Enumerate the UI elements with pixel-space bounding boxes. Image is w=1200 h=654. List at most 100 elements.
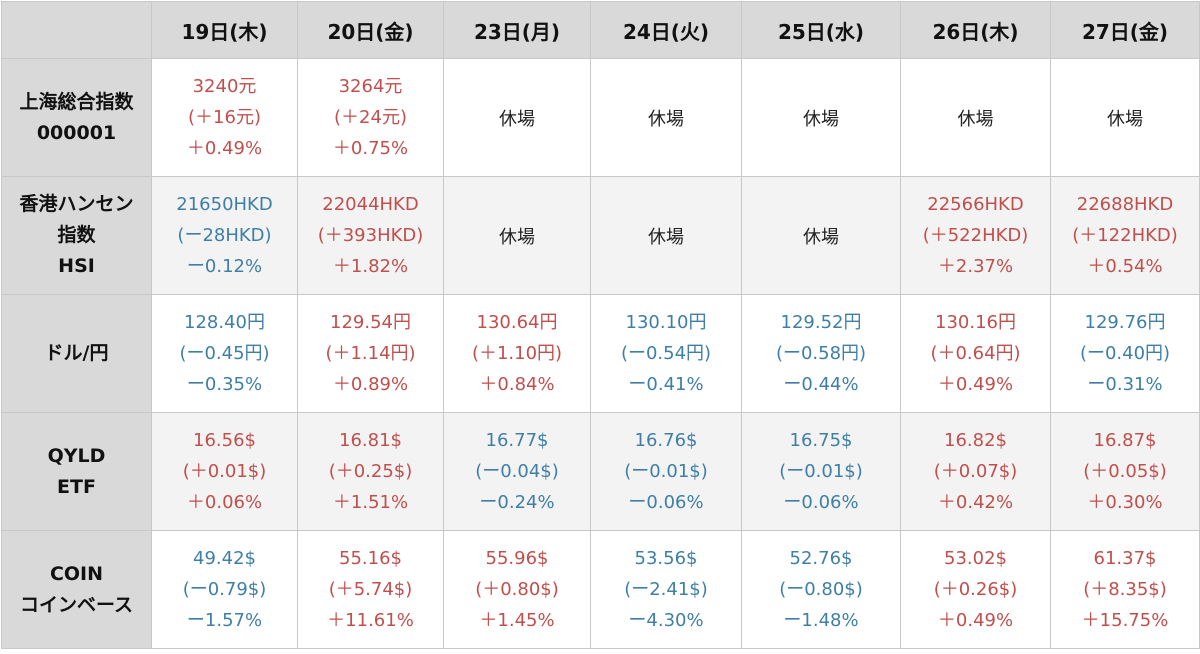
market-closed-label: 休場 xyxy=(499,226,535,248)
row-label-line: COIN xyxy=(49,562,104,585)
column-header: 25日(水) xyxy=(741,1,901,59)
price-change-percent: ＋1.45% xyxy=(479,610,555,631)
price-stack: 129.76円 (ー0.40円) ー0.31% xyxy=(1051,307,1199,400)
market-closed-label: 休場 xyxy=(803,226,839,248)
price-change: (ー0.54円) xyxy=(620,343,712,364)
price-change-percent: ー0.24% xyxy=(479,492,555,513)
price-change-percent: ー0.35% xyxy=(186,374,263,395)
price-change-percent: ＋2.37% xyxy=(937,256,1014,277)
price-change-percent: ＋1.51% xyxy=(332,492,409,513)
table-row: COIN コインベース 49.42$ (ー0.79$) ー1.57% 55.16$ (＋5.… xyxy=(1,530,1200,649)
price-change-percent: ＋0.89% xyxy=(332,374,409,395)
price-change: (＋0.05$) xyxy=(1083,461,1167,482)
price-value: 16.76$ xyxy=(634,430,698,451)
price-cell: 129.76円 (ー0.40円) ー0.31% xyxy=(1050,294,1200,413)
price-change-percent: ー0.06% xyxy=(628,492,704,513)
price-change: (ー2.41$) xyxy=(624,579,708,600)
price-stack: 130.10円 (ー0.54円) ー0.41% xyxy=(591,307,741,400)
price-value: 16.87$ xyxy=(1093,430,1157,451)
price-cell: 22566HKD (＋522HKD) ＋2.37% xyxy=(900,176,1051,295)
price-change: (＋0.80$) xyxy=(475,579,559,600)
price-cell: 53.56$ (ー2.41$) ー4.30% xyxy=(590,530,742,649)
price-stack: 53.02$ (＋0.26$) ＋0.49% xyxy=(901,543,1050,636)
price-value: 22688HKD xyxy=(1076,194,1174,215)
price-stack: 22566HKD (＋522HKD) ＋2.37% xyxy=(901,189,1050,282)
price-value: 16.82$ xyxy=(944,430,1007,451)
price-change: (ー0.40円) xyxy=(1079,343,1171,364)
price-cell: 55.96$ (＋0.80$) ＋1.45% xyxy=(443,530,591,649)
price-cell: 21650HKD (ー28HKD) ー0.12% xyxy=(151,176,298,295)
price-value: 129.76円 xyxy=(1084,312,1166,333)
price-value: 129.54円 xyxy=(330,312,411,333)
price-cell: 16.75$ (ー0.01$) ー0.06% xyxy=(741,412,901,531)
price-cell: 16.87$ (＋0.05$) ＋0.30% xyxy=(1050,412,1200,531)
price-value: 128.40円 xyxy=(184,312,265,333)
price-value: 55.96$ xyxy=(485,548,549,569)
price-value: 22044HKD xyxy=(322,194,419,215)
column-header: 23日(月) xyxy=(443,1,591,59)
price-stack: 22044HKD (＋393HKD) ＋1.82% xyxy=(298,189,443,282)
price-stack: 52.76$ (ー0.80$) ー1.48% xyxy=(742,543,900,636)
price-value: 52.76$ xyxy=(789,548,853,569)
price-value: 16.77$ xyxy=(485,430,549,451)
price-cell: 129.54円 (＋1.14円) ＋0.89% xyxy=(297,294,444,413)
price-value: 16.75$ xyxy=(789,430,853,451)
row-label: 上海総合指数 000001 xyxy=(1,58,152,177)
price-cell: 130.16円 (＋0.64円) ＋0.49% xyxy=(900,294,1051,413)
price-change: (＋16元) xyxy=(188,107,261,128)
price-cell: 52.76$ (ー0.80$) ー1.48% xyxy=(741,530,901,649)
price-value: 49.42$ xyxy=(193,548,256,569)
price-stack: 61.37$ (＋8.35$) ＋15.75% xyxy=(1051,543,1199,636)
price-stack: 16.81$ (＋0.25$) ＋1.51% xyxy=(298,425,443,518)
market-closed-cell: 休場 xyxy=(443,58,591,177)
price-change: (＋0.64円) xyxy=(930,343,1021,364)
row-label-line: ETF xyxy=(57,475,96,498)
price-stack: 16.77$ (ー0.04$) ー0.24% xyxy=(444,425,590,518)
price-value: 129.52円 xyxy=(780,312,862,333)
price-change-percent: ー0.41% xyxy=(628,374,704,395)
price-value: 130.16円 xyxy=(935,312,1016,333)
price-change-percent: ＋0.84% xyxy=(479,374,555,395)
market-closed-cell: 休場 xyxy=(443,176,591,295)
price-stack: 21650HKD (ー28HKD) ー0.12% xyxy=(152,189,297,282)
price-change: (＋522HKD) xyxy=(922,225,1029,246)
price-stack: 16.56$ (＋0.01$) ＋0.06% xyxy=(152,425,297,518)
price-stack: 129.52円 (ー0.58円) ー0.44% xyxy=(742,307,900,400)
row-label-line: 指数 xyxy=(57,224,96,246)
row-label: ドル/円 xyxy=(1,294,152,413)
price-change-percent: ＋1.82% xyxy=(332,256,409,277)
row-label-line: 上海総合指数 xyxy=(19,90,134,113)
row-label-line: QYLD xyxy=(47,444,106,467)
price-cell: 49.42$ (ー0.79$) ー1.57% xyxy=(151,530,298,649)
price-change: (＋122HKD) xyxy=(1072,225,1178,246)
row-label-line: ドル/円 xyxy=(44,342,109,364)
price-change: (＋1.14円) xyxy=(325,343,416,364)
row-label-line: HSI xyxy=(58,255,95,277)
price-change-percent: ー0.06% xyxy=(783,492,859,513)
price-cell: 16.56$ (＋0.01$) ＋0.06% xyxy=(151,412,298,531)
column-header: 24日(火) xyxy=(590,1,742,59)
price-change: (＋0.01$) xyxy=(182,461,267,482)
price-stack: 3264元 (＋24元) ＋0.75% xyxy=(298,71,443,164)
price-cell: 22044HKD (＋393HKD) ＋1.82% xyxy=(297,176,444,295)
price-cell: 22688HKD (＋122HKD) ＋0.54% xyxy=(1050,176,1200,295)
price-change: (ー28HKD) xyxy=(177,225,272,246)
price-cell: 16.76$ (ー0.01$) ー0.06% xyxy=(590,412,742,531)
market-closed-label: 休場 xyxy=(1107,108,1143,130)
market-closed-cell: 休場 xyxy=(590,58,742,177)
row-label-line: 香港ハンセン xyxy=(19,193,134,215)
table-row: QYLD ETF 16.56$ (＋0.01$) ＋0.06% 16.81$ (＋0.25$… xyxy=(1,412,1200,531)
table-row: 上海総合指数 000001 3240元 (＋16元) ＋0.49% 3264元 (＋24元)… xyxy=(1,58,1200,177)
market-closed-label: 休場 xyxy=(499,108,535,130)
price-value: 53.02$ xyxy=(944,548,1007,569)
price-change-percent: ＋0.42% xyxy=(937,492,1014,513)
header-row: 19日(木) 20日(金) 23日(月) 24日(火) 25日(水) 26日(木… xyxy=(1,1,1200,59)
price-cell: 130.10円 (ー0.54円) ー0.41% xyxy=(590,294,742,413)
price-change: (＋0.26$) xyxy=(933,579,1018,600)
row-label-line: 000001 xyxy=(36,121,117,144)
price-change-percent: ＋0.49% xyxy=(937,610,1014,631)
row-label-line: コインベース xyxy=(19,593,134,616)
row-label: COIN コインベース xyxy=(1,530,152,649)
market-closed-cell: 休場 xyxy=(590,176,742,295)
column-header: 26日(木) xyxy=(900,1,1051,59)
